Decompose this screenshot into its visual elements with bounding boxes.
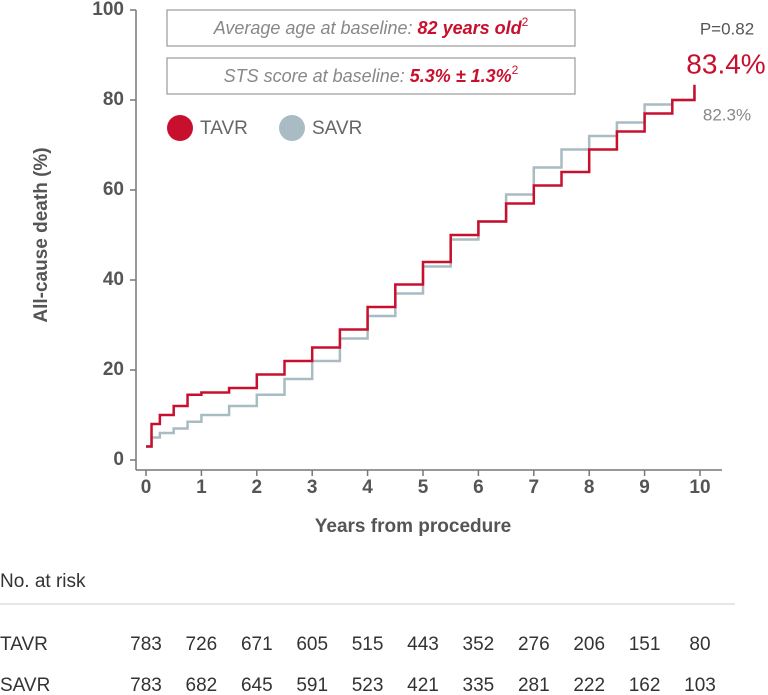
p-value: P=0.82 <box>700 19 754 38</box>
legend-swatch <box>167 115 193 141</box>
risk-value: 783 <box>130 634 162 655</box>
risk-table-title: No. at risk <box>0 571 86 592</box>
x-tick-label: 10 <box>689 477 710 498</box>
y-tick-label: 40 <box>103 269 124 290</box>
y-tick-label: 60 <box>103 179 124 200</box>
x-tick-label: 8 <box>584 477 595 498</box>
info-ref: 2 <box>512 63 519 77</box>
x-tick-label: 6 <box>473 477 484 498</box>
risk-value: 591 <box>296 675 328 695</box>
x-axis-label: Years from procedure <box>315 516 511 537</box>
risk-value: 443 <box>407 634 439 655</box>
risk-value: 162 <box>629 675 661 695</box>
risk-value: 515 <box>352 634 384 655</box>
risk-value: 421 <box>407 675 439 695</box>
info-box <box>166 57 576 95</box>
risk-value: 783 <box>130 675 162 695</box>
km-curve <box>146 84 696 448</box>
risk-value: 605 <box>296 634 328 655</box>
risk-value: 671 <box>241 634 273 655</box>
risk-value: 80 <box>689 634 710 655</box>
info-value: 5.3% ± 1.3% <box>410 66 512 86</box>
info-ref: 2 <box>522 15 529 29</box>
legend-swatch <box>279 115 305 141</box>
x-tick-label: 7 <box>529 477 540 498</box>
risk-row-label: TAVR <box>0 634 48 655</box>
risk-value: 276 <box>518 634 550 655</box>
risk-value: 206 <box>573 634 605 655</box>
legend-label: TAVR <box>200 118 248 139</box>
info-box-text: Average age at baseline: 82 years old2 <box>213 15 529 38</box>
info-label: STS score at baseline: <box>224 66 405 86</box>
risk-value: 335 <box>463 675 495 695</box>
risk-value: 281 <box>518 675 550 695</box>
info-box-text: STS score at baseline: 5.3% ± 1.3%2 <box>224 63 519 86</box>
info-box <box>166 9 576 47</box>
x-tick-label: 4 <box>362 477 373 498</box>
y-tick-label: 0 <box>113 449 124 470</box>
risk-value: 103 <box>684 675 716 695</box>
x-tick-label: 1 <box>196 477 207 498</box>
y-tick-label: 100 <box>92 0 124 20</box>
y-tick-label: 20 <box>103 359 124 380</box>
x-tick-label: 0 <box>141 477 152 498</box>
x-tick-label: 2 <box>252 477 263 498</box>
legend-label: SAVR <box>312 118 362 139</box>
risk-value: 151 <box>629 634 661 655</box>
risk-value: 726 <box>186 634 218 655</box>
risk-value: 222 <box>573 675 605 695</box>
x-tick-label: 3 <box>307 477 318 498</box>
info-value: 82 years old <box>418 18 523 38</box>
end-label: 83.4% <box>686 48 765 79</box>
y-tick-label: 80 <box>103 89 124 110</box>
risk-value: 352 <box>463 634 495 655</box>
risk-value: 523 <box>352 675 384 695</box>
y-axis-label: All-cause death (%) <box>31 147 52 322</box>
risk-row-label: SAVR <box>0 675 50 695</box>
x-tick-label: 9 <box>639 477 650 498</box>
km-curve <box>146 89 696 448</box>
risk-value: 645 <box>241 675 273 695</box>
info-label: Average age at baseline: <box>213 18 413 38</box>
x-tick-label: 5 <box>418 477 429 498</box>
risk-value: 682 <box>186 675 218 695</box>
end-label: 82.3% <box>703 105 751 124</box>
